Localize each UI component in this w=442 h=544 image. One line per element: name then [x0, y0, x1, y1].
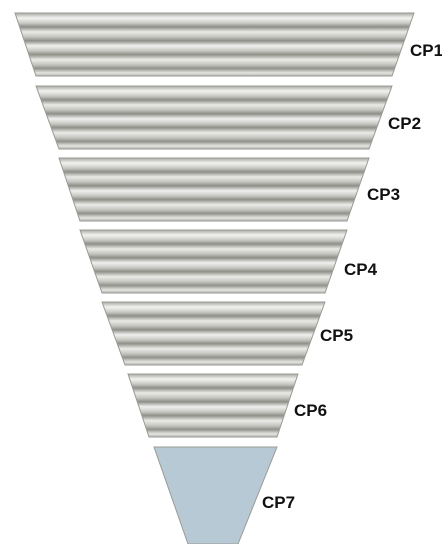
- layer-band-cp7: [153, 446, 278, 544]
- layer-label-cp7: CP7: [262, 493, 295, 512]
- layer-label-cp3: CP3: [367, 185, 400, 204]
- layer-label-cp5: CP5: [320, 326, 353, 345]
- layer-band-cp3: [58, 157, 370, 222]
- layer-label-cp2: CP2: [388, 114, 421, 133]
- layer-band-cp6: [127, 373, 299, 438]
- layer-cp2: CP2: [35, 85, 421, 150]
- layer-band-cp1: [14, 12, 415, 77]
- layer-cp7: CP7: [153, 446, 295, 544]
- layer-cp5: CP5: [101, 301, 353, 366]
- layer-label-cp1: CP1: [410, 41, 442, 60]
- layer-cp3: CP3: [58, 157, 400, 222]
- layer-label-cp6: CP6: [294, 401, 327, 420]
- layer-cp1: CP1: [14, 12, 442, 77]
- layer-band-cp4: [79, 229, 348, 294]
- layer-cp6: CP6: [127, 373, 327, 438]
- layer-label-cp4: CP4: [344, 260, 378, 279]
- layer-cp4: CP4: [79, 229, 378, 294]
- layer-band-cp5: [101, 301, 326, 366]
- layer-band-cp2: [35, 85, 393, 150]
